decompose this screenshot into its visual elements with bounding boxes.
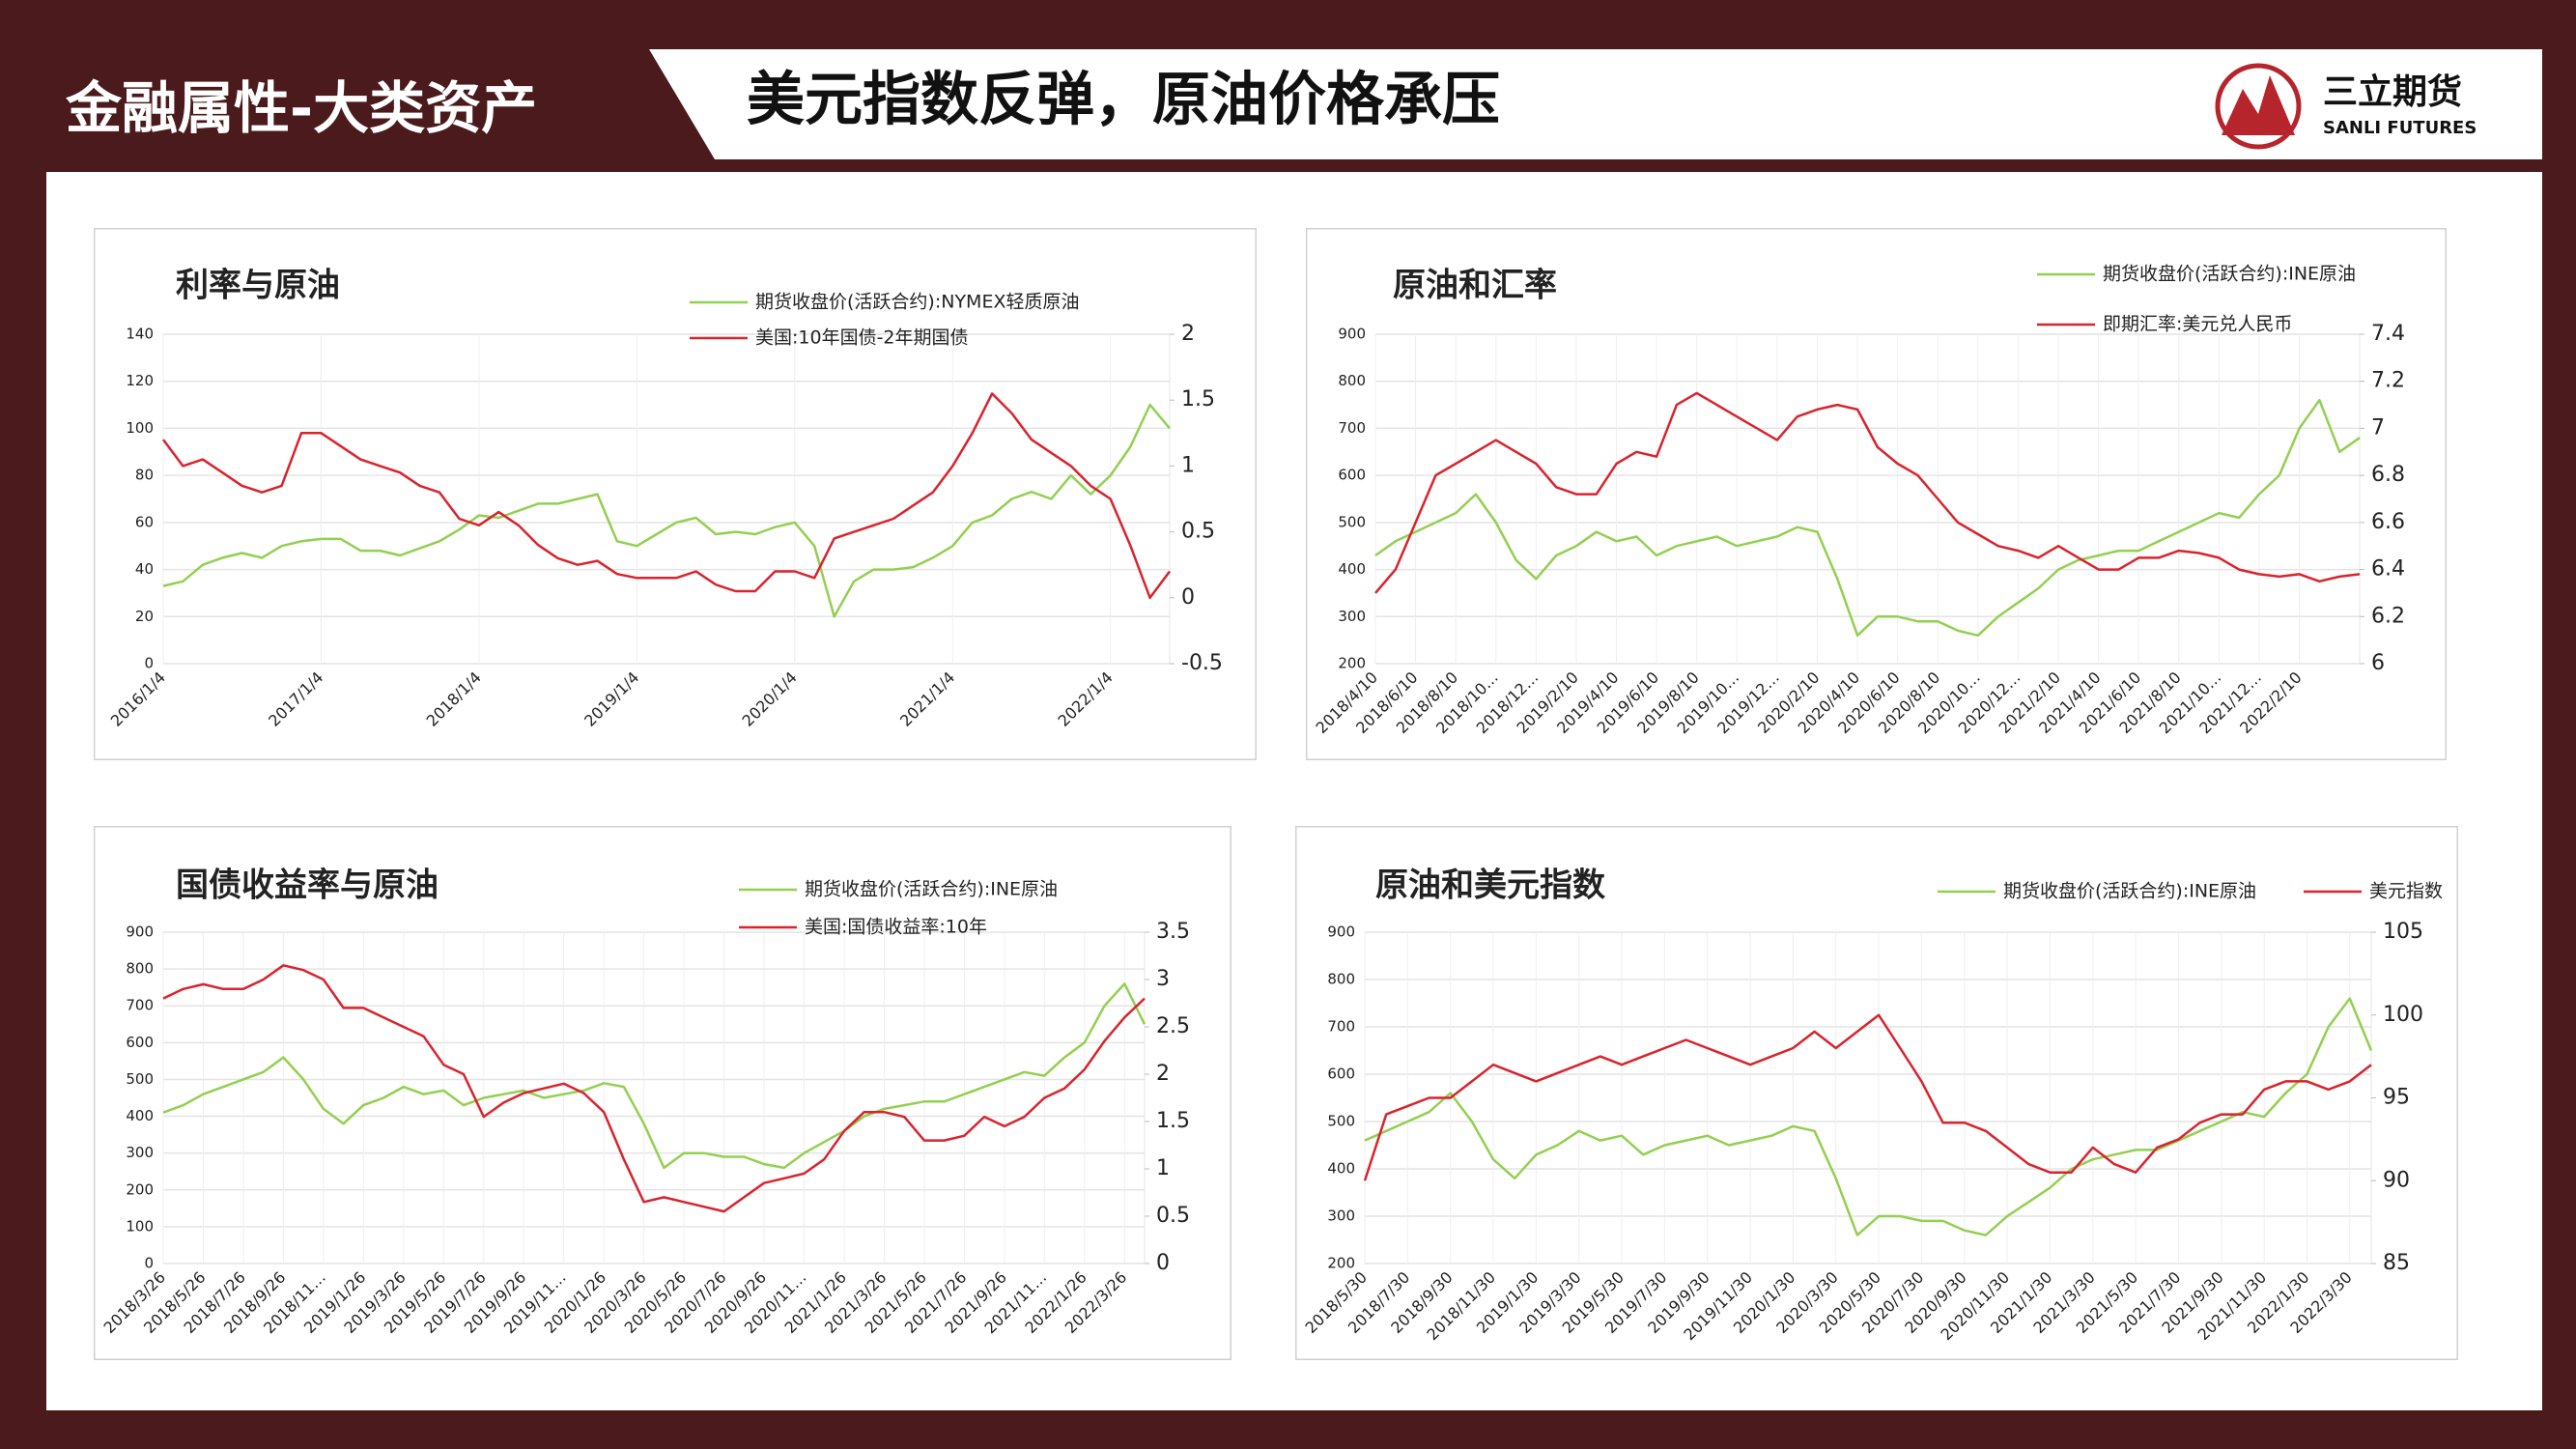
y-tick-label: 800 bbox=[1327, 971, 1355, 988]
legend-label: 期货收盘价(活跃合约):INE原油 bbox=[2003, 881, 2256, 902]
y2-tick-label: 7.4 bbox=[2371, 322, 2405, 346]
y2-tick-label: 1.5 bbox=[1156, 1109, 1190, 1133]
chart-title: 原油和美元指数 bbox=[1375, 867, 1605, 905]
y2-tick-label: 7 bbox=[2371, 415, 2385, 440]
y2-tick-label: 2.5 bbox=[1156, 1014, 1190, 1038]
y-tick-label: 600 bbox=[126, 1034, 154, 1051]
chart-title: 国债收益率与原油 bbox=[176, 867, 439, 905]
y2-tick-label: 1 bbox=[1156, 1156, 1170, 1180]
y-tick-label: 400 bbox=[126, 1107, 154, 1124]
y-tick-label: 800 bbox=[1338, 372, 1366, 389]
y2-tick-label: 95 bbox=[2383, 1086, 2410, 1110]
series-line bbox=[162, 964, 1146, 1213]
chart-panel: 2003004005006007008009008590951001052018… bbox=[1295, 826, 2458, 1360]
logo-sub: SANLI FUTURES bbox=[2323, 118, 2477, 138]
logo-ring bbox=[2215, 63, 2302, 150]
y-tick-label: 0 bbox=[144, 655, 154, 672]
legend-label: 美国:国债收益率:10年 bbox=[805, 917, 987, 938]
y-tick-label: 700 bbox=[1338, 419, 1366, 437]
series-line bbox=[1374, 391, 2361, 594]
y2-tick-label: 100 bbox=[2383, 1003, 2423, 1027]
section-title: 金融属性-大类资产 bbox=[66, 75, 537, 141]
y2-tick-label: 2 bbox=[1181, 322, 1195, 346]
logo-name: 三立期货 bbox=[2323, 72, 2462, 112]
series-line bbox=[1364, 997, 2373, 1236]
series-line bbox=[1374, 398, 2361, 638]
y-tick-label: 200 bbox=[1327, 1255, 1355, 1272]
chart-panel: 0 100 200 300 400 500 600 700 800 900 0 0.5 1 1.5 2 2.5… bbox=[94, 826, 1231, 1360]
y-tick-label: 500 bbox=[1338, 513, 1366, 530]
series-line bbox=[162, 403, 1171, 618]
series-line bbox=[1363, 1013, 2372, 1181]
y-tick-label: 300 bbox=[126, 1144, 154, 1161]
y2-tick-label: 85 bbox=[2383, 1251, 2410, 1275]
y-tick-label: 500 bbox=[1327, 1113, 1355, 1130]
legend-label: 美元指数 bbox=[2369, 881, 2443, 902]
chart-title: 利率与原油 bbox=[176, 267, 340, 305]
y2-tick-label: 0.5 bbox=[1181, 520, 1215, 544]
legend-label: 期货收盘价(活跃合约):INE原油 bbox=[2103, 264, 2356, 285]
y2-tick-label: 7.2 bbox=[2371, 369, 2405, 393]
y-tick-label: 0 bbox=[144, 1255, 154, 1272]
y2-tick-label: 0 bbox=[1156, 1251, 1170, 1275]
y-tick-label: 700 bbox=[1327, 1018, 1355, 1036]
y2-tick-label: 1 bbox=[1181, 453, 1195, 477]
y-tick-label: 400 bbox=[1338, 560, 1366, 578]
y2-tick-label: 6.2 bbox=[2371, 604, 2405, 628]
y-tick-label: 900 bbox=[1327, 923, 1355, 941]
y-tick-label: 700 bbox=[126, 997, 154, 1014]
y-tick-label: 600 bbox=[1338, 467, 1366, 484]
y-tick-label: 60 bbox=[135, 513, 154, 530]
y2-tick-label: 2 bbox=[1156, 1062, 1170, 1086]
y-tick-label: 300 bbox=[1338, 608, 1366, 625]
y-tick-label: 200 bbox=[1338, 655, 1366, 672]
y2-tick-label: 6.8 bbox=[2371, 463, 2405, 487]
panel-border bbox=[94, 228, 1257, 760]
y-tick-label: 40 bbox=[135, 560, 154, 578]
y-tick-label: 500 bbox=[126, 1070, 154, 1088]
y2-tick-label: 6.4 bbox=[2371, 557, 2405, 582]
y-tick-label: 100 bbox=[126, 419, 154, 437]
legend-label: 期货收盘价(活跃合约):INE原油 bbox=[805, 879, 1058, 900]
y-tick-label: 200 bbox=[126, 1180, 154, 1198]
legend-label: 期货收盘价(活跃合约):NYMEX轻质原油 bbox=[755, 292, 1079, 313]
y-tick-label: 400 bbox=[1327, 1160, 1355, 1178]
y2-tick-label: 3.5 bbox=[1156, 920, 1190, 944]
y-tick-label: 900 bbox=[1338, 326, 1366, 343]
series-line bbox=[161, 392, 1172, 600]
y2-tick-label: 3 bbox=[1156, 967, 1170, 991]
page-title: 美元指数反弹，原油价格承压 bbox=[747, 67, 1500, 134]
chart-panel: 200 300 400 500 600 700 800 900 6 6.2 6.4 6.6 6.8 7 7.… bbox=[1306, 228, 2447, 760]
y2-tick-label: 90 bbox=[2383, 1168, 2410, 1192]
y2-tick-label: 6.6 bbox=[2371, 510, 2405, 534]
y-tick-label: 80 bbox=[135, 467, 154, 484]
y2-tick-label: 1.5 bbox=[1181, 387, 1215, 412]
logo-peaks bbox=[2222, 75, 2295, 135]
y2-tick-label: 6 bbox=[2371, 651, 2385, 675]
y-tick-label: 600 bbox=[1327, 1065, 1355, 1083]
y-tick-label: 300 bbox=[1327, 1208, 1355, 1225]
y2-tick-label: 105 bbox=[2383, 920, 2423, 944]
y-tick-label: 100 bbox=[126, 1217, 154, 1235]
y-tick-label: 900 bbox=[126, 923, 154, 941]
legend-label: 美国:10年国债-2年期国债 bbox=[755, 327, 969, 349]
chart-title: 原油和汇率 bbox=[1393, 267, 1557, 305]
y-tick-label: 800 bbox=[126, 960, 154, 978]
series-line bbox=[162, 982, 1146, 1170]
y2-tick-label: 0 bbox=[1181, 585, 1195, 610]
logo: 三立期货 SANLI FUTURES bbox=[2215, 63, 2477, 150]
y-tick-label: 20 bbox=[135, 608, 154, 625]
legend-label: 即期汇率:美元兑人民币 bbox=[2103, 314, 2292, 335]
y2-tick-label: 0.5 bbox=[1156, 1204, 1190, 1228]
title-banner bbox=[649, 49, 2542, 159]
y-tick-label: 140 bbox=[126, 326, 154, 343]
y-tick-label: 120 bbox=[126, 372, 154, 389]
y2-tick-label: -0.5 bbox=[1181, 651, 1223, 675]
